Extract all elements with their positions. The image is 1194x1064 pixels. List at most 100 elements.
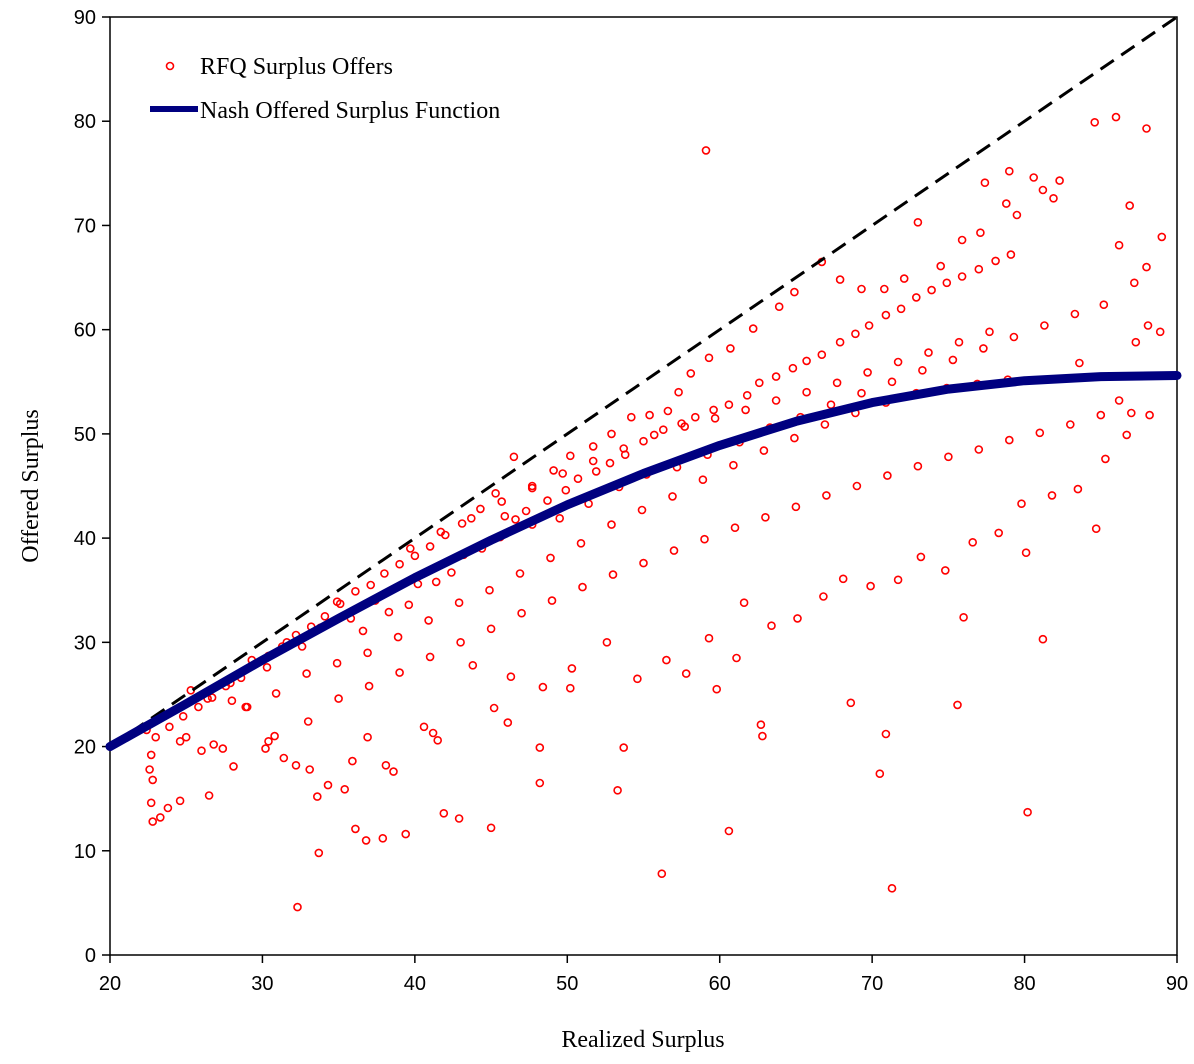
rfq-point xyxy=(985,327,994,337)
rfq-point xyxy=(1099,300,1109,310)
rfq-point xyxy=(506,672,516,682)
y-tick-label: 50 xyxy=(74,424,96,446)
rfq-point xyxy=(774,302,784,312)
rfq-point xyxy=(626,412,636,422)
y-tick-label: 60 xyxy=(74,320,96,342)
rfq-point xyxy=(742,390,752,400)
rfq-point xyxy=(1155,327,1165,337)
rfq-point xyxy=(457,519,467,528)
rfq-point xyxy=(1038,185,1048,195)
rfq-point xyxy=(262,662,272,672)
rfq-point xyxy=(151,732,160,742)
rfq-point xyxy=(980,178,990,187)
rfq-point xyxy=(145,765,154,774)
rfq-point xyxy=(271,689,281,698)
x-tick-label: 20 xyxy=(99,973,121,995)
rfq-point xyxy=(1142,262,1151,272)
rfq-point xyxy=(146,798,156,808)
rfq-point xyxy=(979,344,988,353)
legend-label-rfq: RFQ Surplus Offers xyxy=(200,54,393,80)
rfq-point xyxy=(639,436,648,446)
legend: RFQ Surplus Offers Nash Offered Surplus … xyxy=(150,54,500,124)
rfq-point xyxy=(419,722,429,732)
rfq-point xyxy=(698,475,708,485)
rfq-point xyxy=(790,287,799,297)
rfq-point xyxy=(565,683,575,693)
rfq-point xyxy=(1114,396,1124,405)
rfq-point xyxy=(380,569,389,578)
rfq-point xyxy=(826,400,836,410)
rfq-points-group xyxy=(142,112,1167,912)
diagonal-reference-line xyxy=(109,15,1178,748)
rfq-point xyxy=(351,586,360,596)
rfq-point xyxy=(817,350,827,360)
rfq-point xyxy=(431,577,441,587)
rfq-point xyxy=(838,574,848,584)
rfq-point xyxy=(944,452,953,462)
rfq-point xyxy=(148,817,157,826)
rfq-point xyxy=(879,284,889,294)
rfq-point xyxy=(748,324,758,333)
rfq-point xyxy=(712,684,722,694)
rfq-point xyxy=(439,808,449,818)
rfq-point xyxy=(175,796,185,806)
rfq-point xyxy=(425,652,435,662)
rfq-point xyxy=(535,743,545,752)
rfq-point xyxy=(1142,124,1151,133)
rfq-point xyxy=(320,611,330,621)
rfq-point xyxy=(704,633,714,643)
rfq-point xyxy=(791,502,801,512)
rfq-point xyxy=(194,702,203,712)
rfq-point xyxy=(726,344,735,353)
rfq-point xyxy=(489,703,499,713)
rfq-point xyxy=(954,337,964,347)
rfq-point xyxy=(454,598,464,608)
plot-frame xyxy=(109,16,1178,956)
rfq-point xyxy=(1055,176,1064,185)
rfq-point xyxy=(503,718,513,727)
rfq-point xyxy=(846,698,856,708)
rfq-point xyxy=(229,762,238,771)
rfq-point xyxy=(1029,173,1038,182)
rfq-point xyxy=(384,607,394,617)
rfq-point xyxy=(927,285,936,295)
rfq-point xyxy=(942,278,952,288)
rfq-point xyxy=(1004,435,1014,445)
legend-marker-rfq xyxy=(165,61,175,71)
rfq-point xyxy=(802,387,811,397)
rfq-point xyxy=(549,466,558,475)
rfq-point xyxy=(924,348,933,357)
rfq-point xyxy=(866,581,875,591)
rfq-point xyxy=(291,760,301,770)
rfq-point xyxy=(690,412,700,422)
rfq-point xyxy=(1125,201,1134,210)
rfq-point xyxy=(565,451,575,461)
rfq-point xyxy=(218,744,228,753)
rfq-point xyxy=(668,492,677,501)
rfq-point xyxy=(957,235,967,245)
rfq-point xyxy=(578,582,587,592)
rfq-point xyxy=(395,559,404,569)
rfq-point xyxy=(730,523,740,533)
rfq-point xyxy=(896,304,906,314)
rfq-point xyxy=(561,485,571,495)
rfq-point xyxy=(209,740,218,749)
rfq-point xyxy=(303,717,313,726)
rfq-point xyxy=(976,228,985,237)
rfq-point xyxy=(197,746,206,756)
rfq-point xyxy=(428,728,438,738)
rfq-point xyxy=(741,405,750,415)
rfq-point xyxy=(852,481,862,491)
y-tick-label: 80 xyxy=(74,111,96,133)
rfq-point xyxy=(573,474,583,484)
rfq-point xyxy=(279,753,289,763)
rfq-point xyxy=(710,413,720,423)
rfq-point xyxy=(366,580,376,590)
rfq-point xyxy=(761,512,770,522)
rfq-point xyxy=(1017,499,1026,509)
rfq-point xyxy=(515,569,525,578)
rfq-point xyxy=(681,669,691,678)
rfq-point xyxy=(1035,428,1045,438)
rfq-point xyxy=(363,648,372,658)
